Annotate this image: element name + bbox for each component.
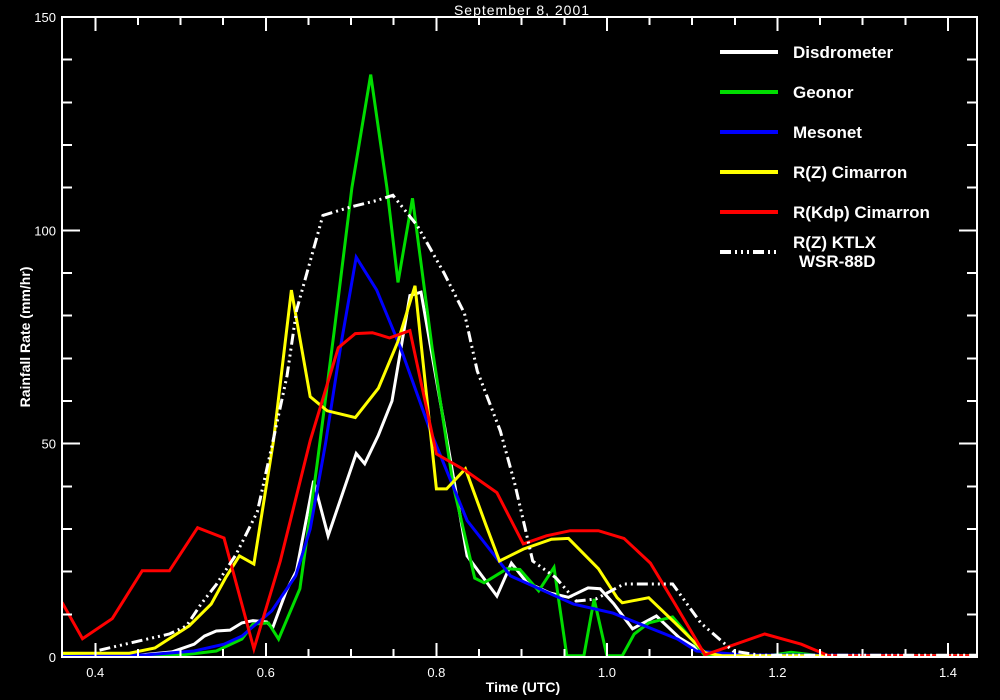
- x-tick-label: 1.4: [939, 665, 957, 680]
- x-tick-label: 1.2: [768, 665, 786, 680]
- series-line-r-z-ktlx-wsr-88d: [99, 193, 977, 657]
- x-tick-label: 0.4: [86, 665, 104, 680]
- legend-line-sample: [720, 130, 778, 134]
- series-line-r-kdp-cimarron: [61, 328, 977, 658]
- x-tick-label: 0.8: [427, 665, 445, 680]
- legend-label: R(Z) KTLX WSR-88D: [793, 233, 876, 271]
- legend-label: R(Z) Cimarron: [793, 163, 907, 182]
- legend-item-r-z-ktlx-wsr-88d: R(Z) KTLX WSR-88D: [720, 232, 930, 272]
- legend-label-line: Geonor: [793, 82, 854, 102]
- legend-label-line: R(Kdp) Cimarron: [793, 202, 930, 222]
- legend-item-disdrometer: Disdrometer: [720, 32, 930, 72]
- y-tick-label: 100: [34, 223, 56, 238]
- legend: Disdrometer Geonor Mesonet R(Z) Cimarron R(K…: [720, 32, 930, 272]
- plot-border: [61, 16, 978, 658]
- legend-label-line: Mesonet: [793, 122, 862, 142]
- legend-label: R(Kdp) Cimarron: [793, 203, 930, 222]
- legend-item-r-z-cimarron: R(Z) Cimarron: [720, 152, 930, 192]
- legend-line-sample: [720, 90, 778, 94]
- legend-label: Disdrometer: [793, 43, 893, 62]
- legend-label-line: R(Z) KTLX: [793, 233, 877, 252]
- legend-label-line: WSR-88D: [799, 252, 876, 271]
- y-tick-label: 150: [34, 10, 56, 25]
- legend-label-line: Disdrometer: [793, 42, 894, 62]
- x-tick-label: 0.6: [257, 665, 275, 680]
- y-tick-label: 0: [49, 650, 56, 665]
- legend-item-mesonet: Mesonet: [720, 112, 930, 152]
- legend-label-line: R(Z) Cimarron: [793, 162, 908, 182]
- chart-title: September 8, 2001: [454, 2, 590, 18]
- tick-label-layer: 0.4 0.6 0.8 1.0 1.2 1.4 0 50 100 150: [34, 10, 957, 680]
- axes-layer: [61, 16, 978, 658]
- series-line-disdrometer: [61, 290, 977, 658]
- legend-label: Mesonet: [793, 123, 862, 142]
- x-tick-label: 1.0: [598, 665, 616, 680]
- series-layer: [61, 74, 978, 659]
- legend-item-r-kdp-cimarron: R(Kdp) Cimarron: [720, 192, 930, 232]
- x-axis-title: Time (UTC): [486, 679, 560, 695]
- legend-label: Geonor: [793, 83, 853, 102]
- legend-line-sample: [720, 50, 778, 54]
- series-line-r-z-cimarron: [62, 285, 977, 658]
- legend-line-sample: [720, 250, 778, 254]
- series-line-mesonet: [61, 253, 978, 659]
- legend-item-geonor: Geonor: [720, 72, 930, 112]
- legend-line-sample: [720, 210, 778, 214]
- y-tick-label: 50: [42, 437, 56, 452]
- y-axis-title: Rainfall Rate (mm/hr): [17, 267, 33, 408]
- legend-line-sample: [720, 170, 778, 174]
